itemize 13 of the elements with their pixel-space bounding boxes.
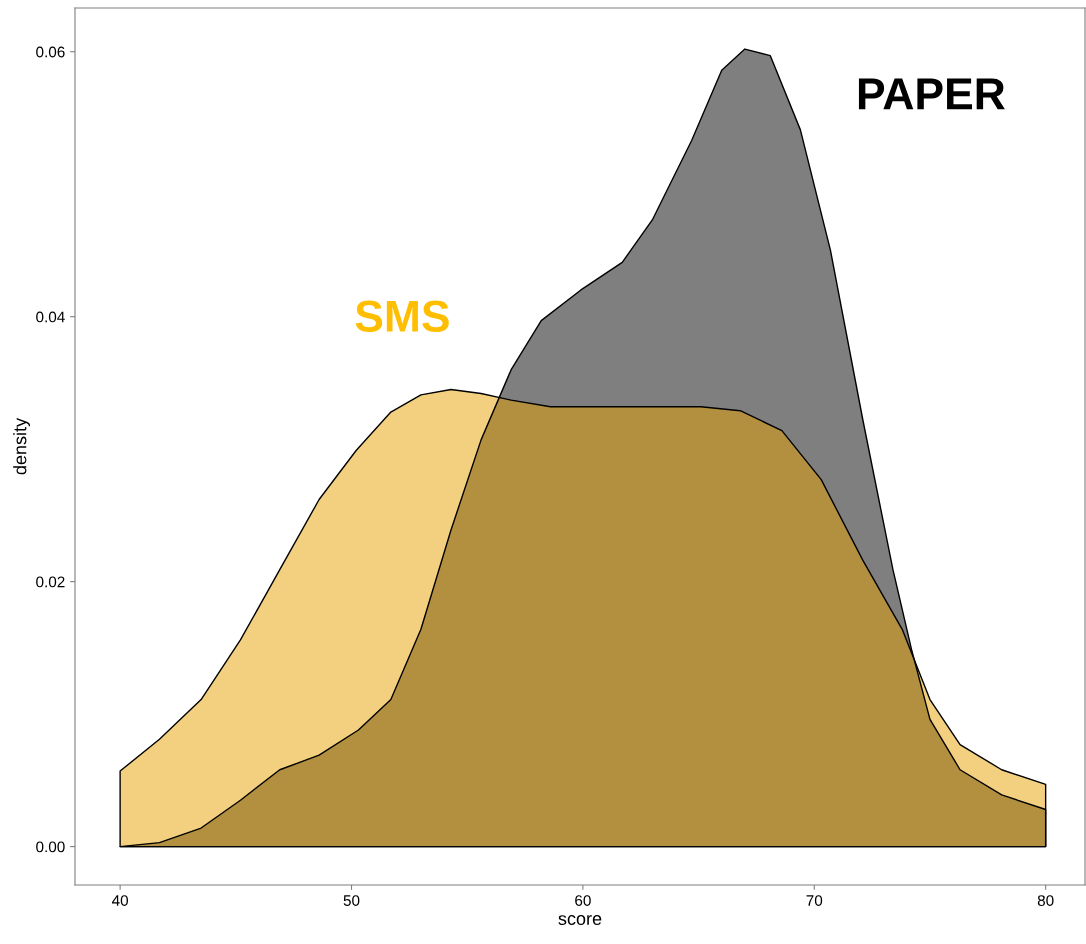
y-tick-label: 0.04 [36,311,65,323]
series-label: SMS [355,300,449,333]
x-tick-label: 70 [806,895,823,906]
y-axis-title: density [13,417,30,475]
x-tick-label: 80 [1037,895,1054,906]
series-label: PAPER [858,78,1005,110]
y-tick-label: 0.02 [36,576,65,588]
x-tick-label: 40 [111,895,129,906]
y-tick-label: 0.00 [36,841,65,853]
x-axis-title: score [558,915,602,925]
y-tick-label: 0.06 [36,46,65,58]
x-tick-label: 50 [343,895,360,906]
x-tick-label: 60 [575,895,591,906]
